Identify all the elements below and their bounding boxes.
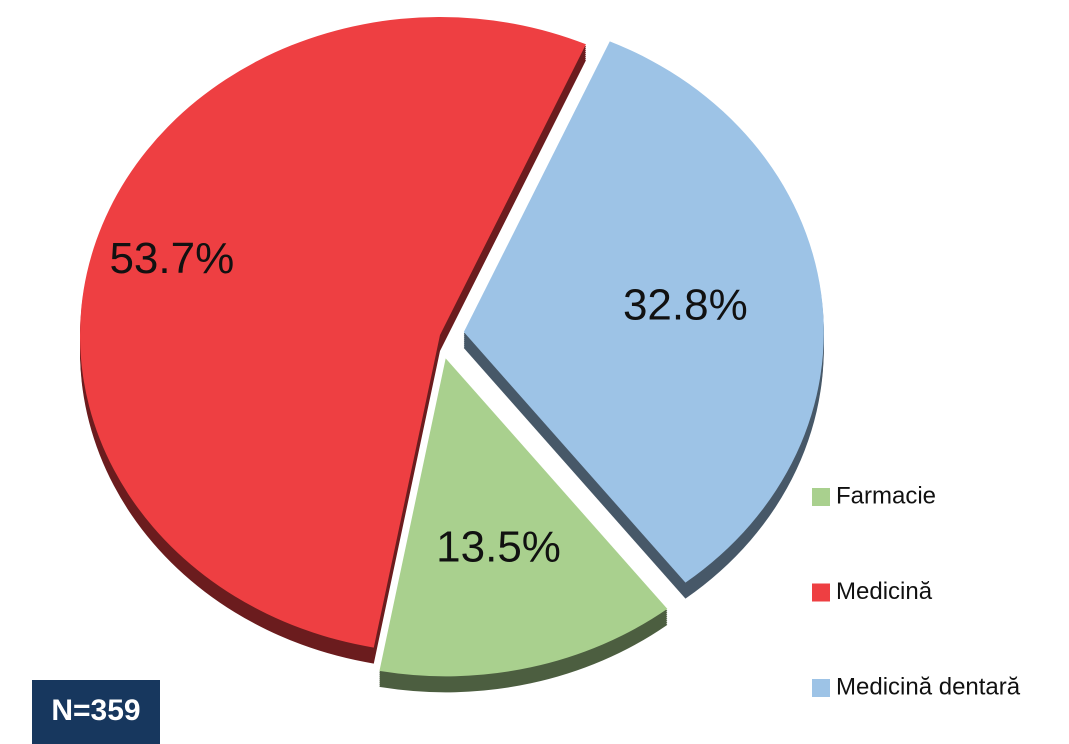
slice [379, 358, 668, 677]
pie: 13.5% 53.7% 32.8% [79, 16, 824, 693]
annotation-box [32, 680, 160, 744]
data-label: 13.5% [436, 522, 561, 571]
legend-swatch [812, 583, 830, 602]
legend-label: Farmacie [836, 482, 936, 509]
legend-swatch [812, 488, 830, 506]
annotation: N=359 [51, 694, 140, 727]
data-label: 32.8% [623, 281, 748, 330]
slice [79, 16, 586, 648]
legend: Farmacie Medicină Medicină dentară [812, 482, 1021, 700]
data-label: 53.7% [109, 234, 234, 283]
slice [463, 41, 824, 583]
legend-label: Medicină dentară [836, 673, 1021, 700]
legend-label: Medicină [836, 578, 933, 605]
legend-swatch [812, 679, 830, 697]
